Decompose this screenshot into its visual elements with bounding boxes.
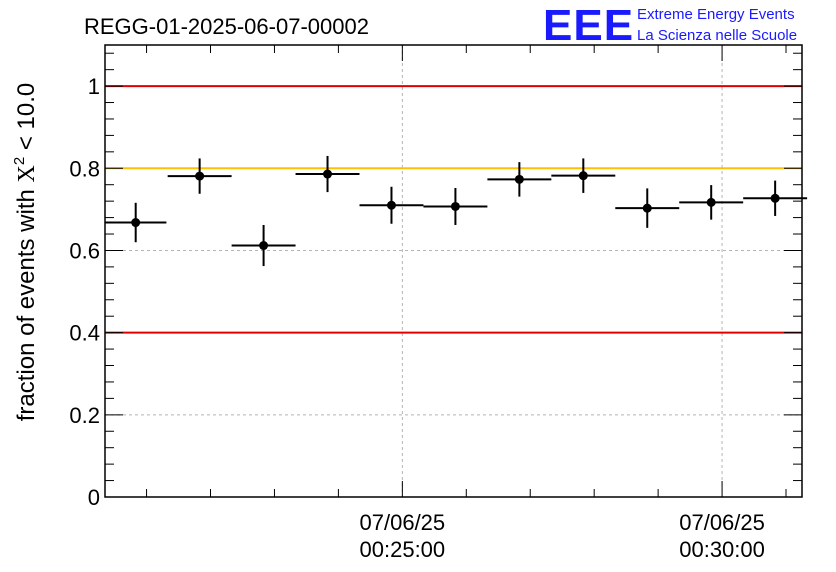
y-axis-label: fraction of events with X2 < 10.0 (11, 83, 40, 422)
plot-frame (104, 44, 803, 498)
data-point (259, 241, 269, 251)
eee-logo: EEE Extreme Energy Events La Scienza nel… (543, 1, 797, 50)
y-tick-label: 0.6 (69, 238, 100, 263)
data-point (386, 200, 396, 210)
data-point (706, 197, 716, 207)
axes: 00.20.40.60.8107/06/2500:25:0007/06/2500… (69, 44, 803, 562)
x-tick-label-time: 00:25:00 (360, 537, 446, 562)
data-points (105, 155, 808, 267)
eee-logo-mark: EEE (543, 1, 634, 50)
data-point (578, 171, 588, 181)
logo-line-2: La Scienza nelle Scuole (637, 27, 797, 44)
y-tick-label: 0.4 (69, 321, 100, 346)
reference-lines (105, 85, 802, 334)
x-tick-label-date: 07/06/25 (679, 510, 765, 535)
data-point (195, 171, 205, 181)
y-tick-label: 0 (88, 485, 100, 510)
y-axis-label-suffix: < 10.0 (13, 83, 40, 157)
y-tick-label: 0.2 (69, 403, 100, 428)
data-point (642, 203, 652, 213)
y-tick-label: 1 (88, 74, 100, 99)
x-tick-label-date: 07/06/25 (360, 510, 446, 535)
data-point (450, 201, 460, 211)
grid-layer (105, 45, 802, 497)
data-point (514, 174, 524, 184)
x-tick-label-time: 00:30:00 (679, 537, 765, 562)
y-tick-label: 0.8 (69, 156, 100, 181)
y-axis-label-sup: 2 (11, 157, 28, 165)
y-axis-label-prefix: fraction of events with (13, 182, 40, 421)
data-point (323, 169, 333, 179)
chart-title: REGG-01-2025-06-07-00002 (84, 14, 369, 39)
logo-line-1: Extreme Energy Events (637, 6, 795, 23)
data-point (770, 193, 780, 203)
data-point (131, 218, 141, 228)
y-axis-label-chi: X (14, 165, 40, 182)
